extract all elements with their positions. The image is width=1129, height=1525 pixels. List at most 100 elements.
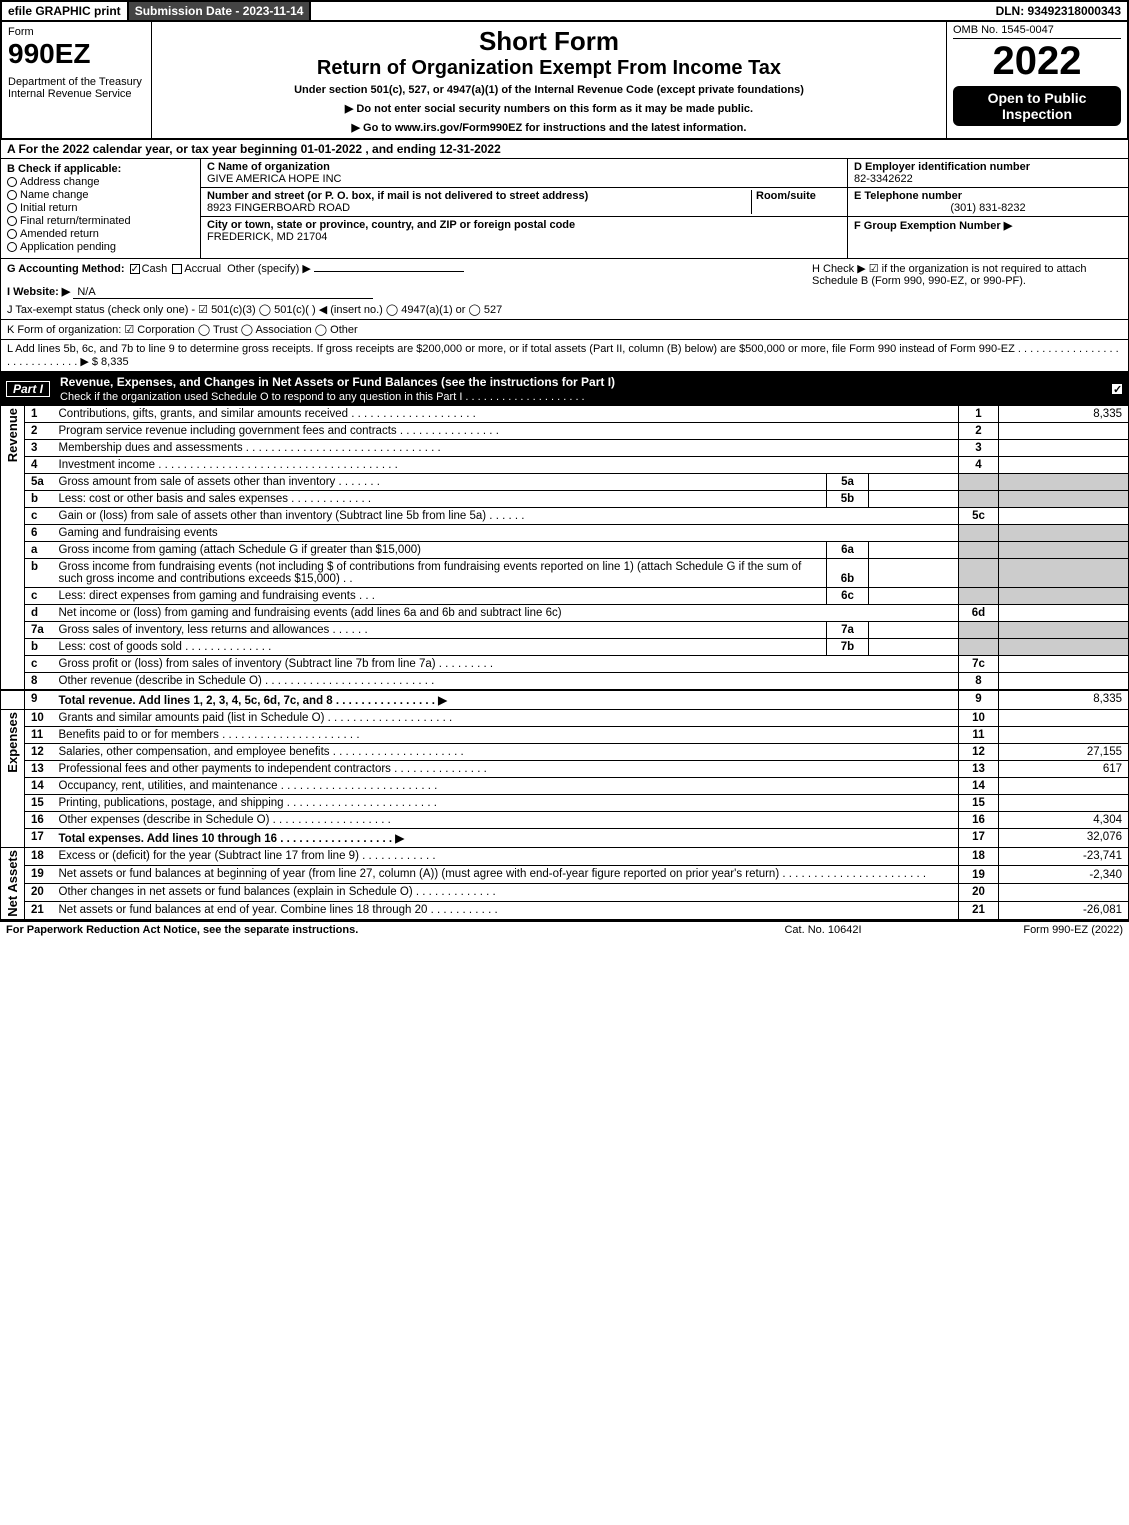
- header-left: Form 990EZ Department of the Treasury In…: [2, 22, 152, 138]
- row-num: 19: [25, 865, 55, 883]
- checkbox-accrual-icon[interactable]: [172, 264, 182, 274]
- row-amount: [999, 795, 1129, 812]
- shaded-cell: [999, 639, 1129, 656]
- line-g: G Accounting Method: Cash Accrual Other …: [7, 262, 812, 316]
- b-opt-name[interactable]: Name change: [7, 189, 194, 201]
- d-label: D Employer identification number: [854, 161, 1030, 173]
- row-lineno: 1: [959, 406, 999, 423]
- tax-year: 2022: [953, 39, 1121, 84]
- section-d-e-f: D Employer identification number 82-3342…: [848, 159, 1128, 258]
- b-opt-address[interactable]: Address change: [7, 176, 194, 188]
- subline-value: [869, 474, 959, 491]
- row-desc: Gross profit or (loss) from sales of inv…: [55, 656, 959, 673]
- row-amount: [999, 710, 1129, 727]
- row-num: 17: [25, 829, 55, 848]
- row-num: c: [25, 656, 55, 673]
- shaded-cell: [959, 622, 999, 639]
- row-lineno: 14: [959, 778, 999, 795]
- checkbox-icon[interactable]: [7, 190, 17, 200]
- row-amount: -2,340: [999, 865, 1129, 883]
- goto-link[interactable]: ▶ Go to www.irs.gov/Form990EZ for instru…: [352, 122, 747, 134]
- row-amount: [999, 727, 1129, 744]
- checkbox-icon[interactable]: [7, 229, 17, 239]
- f-label: F Group Exemption Number ▶: [854, 220, 1012, 232]
- efile-label[interactable]: efile GRAPHIC print: [2, 2, 129, 20]
- row-amount: 32,076: [999, 829, 1129, 848]
- form-word: Form: [8, 26, 145, 38]
- row-num: b: [25, 491, 55, 508]
- row-num: a: [25, 542, 55, 559]
- form-header: Form 990EZ Department of the Treasury In…: [0, 22, 1129, 138]
- checkbox-icon[interactable]: [7, 216, 17, 226]
- part-i-title: Revenue, Expenses, and Changes in Net As…: [60, 375, 615, 389]
- footer-catno: Cat. No. 10642I: [723, 924, 923, 936]
- row-lineno: 20: [959, 883, 999, 901]
- b-opt-final[interactable]: Final return/terminated: [7, 215, 194, 227]
- checkbox-icon[interactable]: [7, 203, 17, 213]
- section-b: B Check if applicable: Address change Na…: [1, 159, 201, 258]
- b-opt-amended[interactable]: Amended return: [7, 228, 194, 240]
- row-lineno: 6d: [959, 605, 999, 622]
- e-label: E Telephone number: [854, 190, 962, 202]
- c-city-label: City or town, state or province, country…: [207, 219, 575, 231]
- row-desc: Gain or (loss) from sale of assets other…: [55, 508, 959, 525]
- g-accrual: Accrual: [184, 263, 221, 275]
- row-lineno: 12: [959, 744, 999, 761]
- row-num: 14: [25, 778, 55, 795]
- row-desc: Other changes in net assets or fund bala…: [55, 883, 959, 901]
- shaded-cell: [999, 588, 1129, 605]
- row-lineno: 21: [959, 901, 999, 919]
- row-desc: Other expenses (describe in Schedule O) …: [55, 812, 959, 829]
- subline-label: 5b: [827, 491, 869, 508]
- shaded-cell: [999, 622, 1129, 639]
- line-j: J Tax-exempt status (check only one) - ☑…: [7, 303, 812, 316]
- checkbox-icon[interactable]: [7, 177, 17, 187]
- shaded-cell: [999, 474, 1129, 491]
- block-b-c-d: B Check if applicable: Address change Na…: [0, 159, 1129, 259]
- subtitle-2b[interactable]: ▶ Go to www.irs.gov/Form990EZ for instru…: [160, 121, 938, 134]
- row-lineno: 10: [959, 710, 999, 727]
- shaded-cell: [959, 559, 999, 588]
- row-num: 7a: [25, 622, 55, 639]
- line-h: H Check ▶ ☑ if the organization is not r…: [812, 262, 1122, 316]
- row-desc: Less: cost or other basis and sales expe…: [55, 491, 827, 508]
- row-lineno: 18: [959, 848, 999, 866]
- expenses-section-label: Expenses: [5, 712, 20, 773]
- row-desc: Gross income from gaming (attach Schedul…: [55, 542, 827, 559]
- subline-value: [869, 542, 959, 559]
- part-i-checkbox-icon[interactable]: [1111, 383, 1123, 395]
- omb-number: OMB No. 1545-0047: [953, 24, 1121, 39]
- subline-label: 6c: [827, 588, 869, 605]
- checkbox-cash-icon[interactable]: [130, 264, 140, 274]
- row-amount: 617: [999, 761, 1129, 778]
- b-opt-initial[interactable]: Initial return: [7, 202, 194, 214]
- part-i-label: Part I: [6, 381, 50, 397]
- part-i-header: Part I Revenue, Expenses, and Changes in…: [0, 372, 1129, 406]
- block-g-h: G Accounting Method: Cash Accrual Other …: [0, 259, 1129, 320]
- line-a: A For the 2022 calendar year, or tax yea…: [0, 138, 1129, 159]
- subline-label: 6a: [827, 542, 869, 559]
- form-number: 990EZ: [8, 38, 145, 70]
- checkbox-icon[interactable]: [7, 242, 17, 252]
- row-lineno: 9: [959, 690, 999, 710]
- shaded-cell: [999, 559, 1129, 588]
- row-lineno: 2: [959, 423, 999, 440]
- dln-label: DLN: 93492318000343: [990, 2, 1127, 20]
- row-num: 1: [25, 406, 55, 423]
- b-opt-pending[interactable]: Application pending: [7, 241, 194, 253]
- row-num: 15: [25, 795, 55, 812]
- row-num: 16: [25, 812, 55, 829]
- org-name: GIVE AMERICA HOPE INC: [207, 173, 341, 185]
- row-num: b: [25, 559, 55, 588]
- row-num: 4: [25, 457, 55, 474]
- g-label: G Accounting Method:: [7, 263, 125, 275]
- row-desc: Investment income . . . . . . . . . . . …: [55, 457, 959, 474]
- c-name-label: C Name of organization: [207, 161, 330, 173]
- row-desc: Net assets or fund balances at end of ye…: [55, 901, 959, 919]
- part-i-table: Revenue 1 Contributions, gifts, grants, …: [0, 406, 1129, 920]
- row-amount: [999, 440, 1129, 457]
- row-desc: Excess or (deficit) for the year (Subtra…: [55, 848, 959, 866]
- subline-label: 6b: [827, 559, 869, 588]
- b-opt-label: Name change: [20, 189, 89, 201]
- i-label: I Website: ▶: [7, 286, 70, 298]
